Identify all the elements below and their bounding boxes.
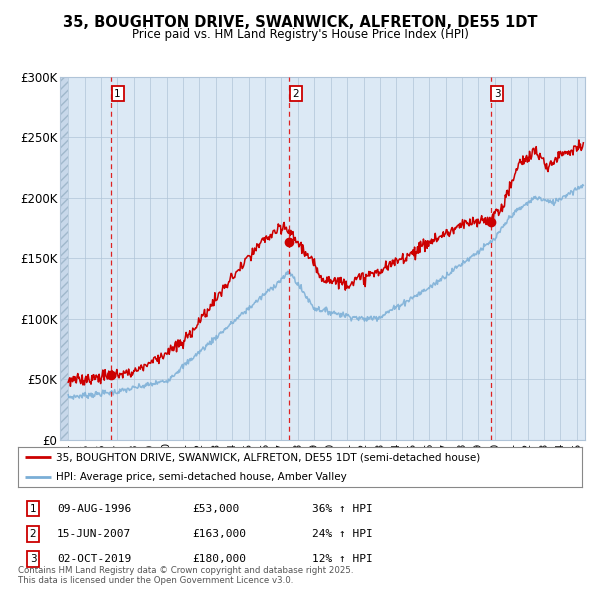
Text: 3: 3 [494,89,500,99]
Text: 1: 1 [29,504,37,513]
Bar [60,77,68,440]
Text: HPI: Average price, semi-detached house, Amber Valley: HPI: Average price, semi-detached house,… [56,472,347,481]
Text: 2: 2 [292,89,299,99]
Text: Contains HM Land Registry data © Crown copyright and database right 2025.
This d: Contains HM Land Registry data © Crown c… [18,566,353,585]
Text: 24% ↑ HPI: 24% ↑ HPI [312,529,373,539]
Text: 35, BOUGHTON DRIVE, SWANWICK, ALFRETON, DE55 1DT (semi-detached house): 35, BOUGHTON DRIVE, SWANWICK, ALFRETON, … [56,453,481,463]
Text: £163,000: £163,000 [192,529,246,539]
Text: £53,000: £53,000 [192,504,239,513]
Text: 35, BOUGHTON DRIVE, SWANWICK, ALFRETON, DE55 1DT: 35, BOUGHTON DRIVE, SWANWICK, ALFRETON, … [63,15,537,30]
Text: 12% ↑ HPI: 12% ↑ HPI [312,555,373,564]
Text: Price paid vs. HM Land Registry's House Price Index (HPI): Price paid vs. HM Land Registry's House … [131,28,469,41]
Text: 09-AUG-1996: 09-AUG-1996 [57,504,131,513]
Text: 36% ↑ HPI: 36% ↑ HPI [312,504,373,513]
Text: £180,000: £180,000 [192,555,246,564]
Text: 02-OCT-2019: 02-OCT-2019 [57,555,131,564]
Bar [60,77,68,440]
Text: 2: 2 [29,529,37,539]
Text: 3: 3 [29,555,37,564]
Text: 1: 1 [114,89,121,99]
Text: 15-JUN-2007: 15-JUN-2007 [57,529,131,539]
